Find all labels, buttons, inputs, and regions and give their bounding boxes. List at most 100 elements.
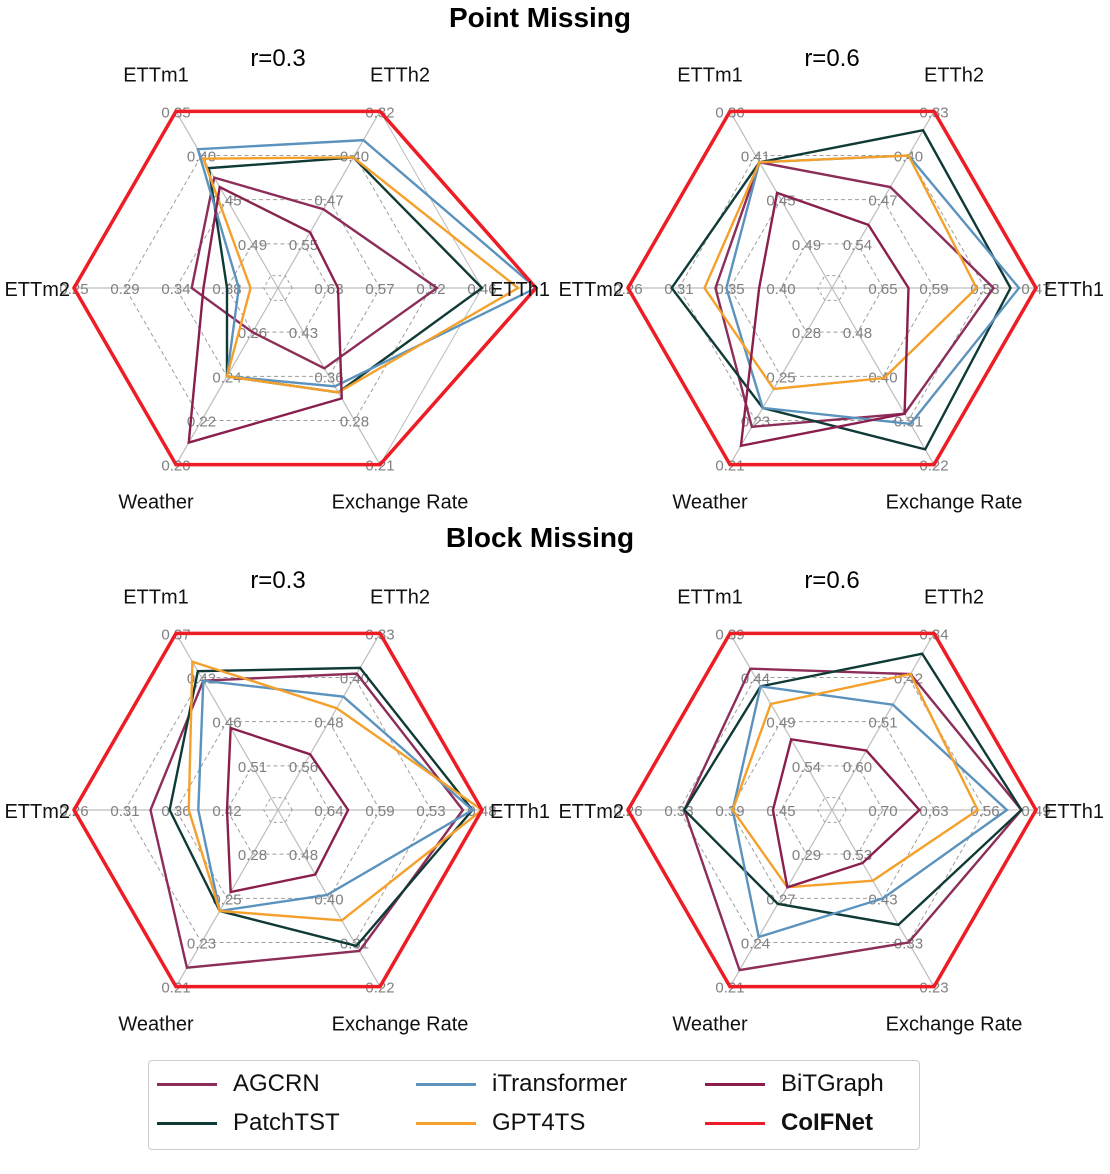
axis-label-ettm1: ETTm1 — [123, 64, 189, 86]
tick-label-ettm1-3: 0.40 — [187, 148, 216, 165]
tick-label-weather-1: 0.28 — [238, 847, 267, 864]
series-coifnet — [71, 631, 485, 989]
tick-label-etth2-1: 0.60 — [843, 759, 872, 776]
section-title-point-missing: Point Missing — [449, 2, 631, 33]
series-gpt4ts — [187, 660, 485, 922]
grid-ring-2 — [729, 721, 935, 899]
series-patchtst — [207, 156, 484, 394]
legend-label-coifnet: CoIFNet — [781, 1109, 873, 1136]
tick-label-ettm2-3: 0.29 — [110, 281, 139, 298]
tick-label-etth1-1: 0.64 — [314, 803, 343, 820]
tick-label-ettm2-2: 0.35 — [715, 281, 744, 298]
legend-line-bitgraph — [705, 1082, 765, 1086]
chart-title-2: r=0.6 — [804, 45, 859, 72]
axis-label-ettm1: ETTm1 — [677, 64, 743, 86]
legend-item-gpt4ts: GPT4TS — [416, 1106, 585, 1140]
grid-ring-2 — [729, 199, 935, 377]
axis-label-ettm2: ETTm2 — [558, 279, 624, 301]
tick-label-ettm1-2: 0.49 — [766, 715, 795, 732]
tick-label-weather-2: 0.25 — [212, 891, 241, 908]
axis-label-exchange-rate: Exchange Rate — [332, 492, 469, 514]
legend-item-bitgraph: BiTGraph — [705, 1067, 884, 1101]
legend-item-patchtst: PatchTST — [157, 1106, 340, 1140]
tick-label-exchange-rate-1: 0.48 — [843, 325, 872, 342]
axis-label-etth2: ETTh2 — [370, 64, 430, 86]
grid-ring-2 — [175, 721, 381, 899]
axis-label-weather: Weather — [672, 492, 748, 514]
tick-label-etth2-2: 0.48 — [314, 715, 343, 732]
tick-label-exchange-rate-1: 0.48 — [289, 847, 318, 864]
axis-label-ettm1: ETTm1 — [677, 586, 743, 608]
legend: AGCRN PatchTST iTransformer GPT4TS BiTGr… — [148, 1060, 920, 1150]
axis-label-ettm2: ETTm2 — [4, 801, 70, 823]
tick-label-etth2-1: 0.54 — [843, 237, 872, 254]
spoke-exchange-rate — [277, 809, 381, 987]
tick-label-etth1-2: 0.59 — [919, 281, 948, 298]
axis-label-exchange-rate: Exchange Rate — [886, 492, 1023, 514]
legend-label-patchtst: PatchTST — [233, 1109, 340, 1136]
series-coifnet — [625, 109, 1039, 467]
tick-label-ettm1-1: 0.49 — [238, 237, 267, 254]
radar-chart-2: 0.65 0.59 0.53 0.470.540.470.400.330.490.45… — [558, 45, 1104, 514]
tick-label-etth1-3: 0.52 — [416, 281, 445, 298]
tick-label-etth1-2: 0.57 — [365, 281, 394, 298]
spoke-exchange-rate — [277, 287, 381, 465]
tick-label-ettm2-3: 0.31 — [664, 281, 693, 298]
tick-label-etth2-2: 0.47 — [314, 193, 343, 210]
series-gpt4ts — [703, 154, 978, 391]
axis-label-weather: Weather — [118, 1014, 194, 1036]
radar-chart-3: 0.64 0.59 0.53 0.480.560.480.400.330.510.46… — [4, 567, 550, 1036]
series-itransformer — [196, 138, 539, 388]
legend-label-itransformer: iTransformer — [492, 1070, 628, 1097]
tick-label-weather-2: 0.27 — [766, 891, 795, 908]
axis-label-etth2: ETTh2 — [370, 586, 430, 608]
chart-title-4: r=0.6 — [804, 567, 859, 594]
tick-label-weather-3: 0.22 — [187, 414, 216, 431]
grid-ring-1 — [226, 765, 330, 855]
tick-label-etth2-1: 0.55 — [289, 237, 318, 254]
series-itransformer — [197, 679, 475, 913]
chart-title-3: r=0.3 — [250, 567, 305, 594]
axis-label-weather: Weather — [118, 492, 194, 514]
tick-label-ettm2-2: 0.39 — [715, 803, 744, 820]
series-patchtst — [682, 652, 1023, 927]
axis-label-etth1: ETTh1 — [1044, 801, 1104, 823]
tick-label-ettm2-3: 0.33 — [664, 803, 693, 820]
grid-ring-1 — [780, 765, 884, 855]
grid-ring-2 — [175, 199, 381, 377]
series-bitgraph — [739, 191, 910, 448]
tick-label-exchange-rate-3: 0.28 — [340, 414, 369, 431]
tick-label-etth2-1: 0.56 — [289, 759, 318, 776]
chart-title-1: r=0.3 — [250, 45, 305, 72]
grid-ring-3 — [124, 676, 432, 944]
axis-label-ettm2: ETTm2 — [4, 279, 70, 301]
tick-label-exchange-rate-2: 0.43 — [868, 891, 897, 908]
grid-ring-1 — [226, 243, 330, 333]
tick-label-weather-2: 0.24 — [212, 369, 241, 386]
tick-label-ettm1-1: 0.51 — [238, 759, 267, 776]
legend-line-coifnet — [705, 1121, 765, 1125]
legend-label-bitgraph: BiTGraph — [781, 1070, 884, 1097]
tick-label-ettm1-1: 0.49 — [792, 237, 821, 254]
axis-label-ettm1: ETTm1 — [123, 586, 189, 608]
tick-label-exchange-rate-3: 0.33 — [894, 936, 923, 953]
grid-ring-3 — [678, 154, 986, 422]
legend-line-gpt4ts — [416, 1121, 476, 1125]
tick-label-etth1-1: 0.70 — [868, 803, 897, 820]
legend-item-itransformer: iTransformer — [416, 1067, 627, 1101]
axis-label-etth1: ETTh1 — [1044, 279, 1104, 301]
tick-label-weather-3: 0.24 — [741, 936, 770, 953]
grid-ring-center — [263, 797, 293, 823]
grid-ring-center — [817, 275, 847, 301]
tick-label-weather-1: 0.28 — [792, 325, 821, 342]
tick-label-exchange-rate-1: 0.53 — [843, 847, 872, 864]
series-coifnet — [71, 109, 539, 467]
tick-label-etth1-3: 0.56 — [970, 803, 999, 820]
tick-label-etth2-2: 0.51 — [868, 715, 897, 732]
tick-label-ettm1-1: 0.54 — [792, 759, 821, 776]
radar-chart-4: 0.70 0.63 0.56 0.490.600.510.420.340.540.49… — [558, 567, 1104, 1036]
legend-label-agcrn: AGCRN — [233, 1070, 320, 1097]
grid-ring-center — [817, 797, 847, 823]
tick-label-exchange-rate-1: 0.43 — [289, 325, 318, 342]
